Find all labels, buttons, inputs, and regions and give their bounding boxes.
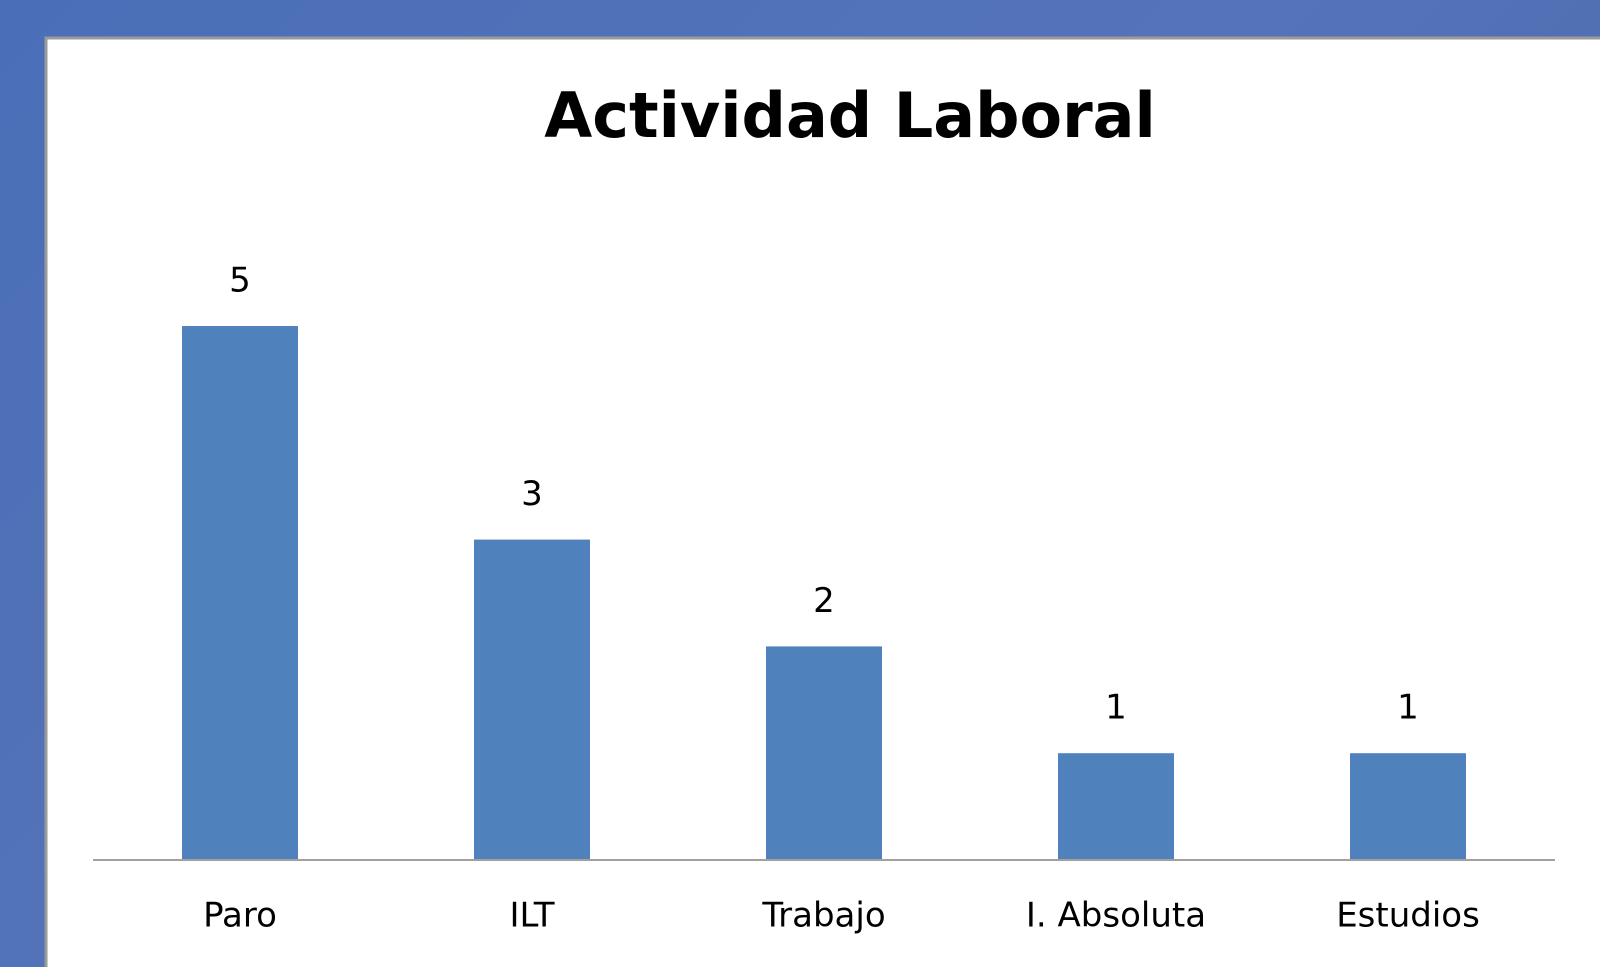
data-label: 1: [1397, 688, 1419, 728]
x-tick-label: ILT: [509, 896, 554, 936]
bar: [1058, 753, 1174, 860]
data-label: 3: [521, 474, 543, 514]
x-tick-label: Paro: [203, 896, 277, 936]
bar: [474, 539, 590, 860]
x-tick-label: Trabajo: [761, 896, 885, 936]
x-tick-label: Estudios: [1336, 896, 1480, 936]
data-label: 2: [813, 581, 835, 621]
bar: [182, 326, 298, 860]
data-label: 5: [229, 261, 251, 301]
chart-title: Actividad Laboral: [544, 79, 1155, 152]
bar: [766, 646, 882, 860]
bar: [1350, 753, 1466, 860]
x-tick-label: I. Absoluta: [1026, 896, 1206, 936]
data-label: 1: [1105, 688, 1127, 728]
